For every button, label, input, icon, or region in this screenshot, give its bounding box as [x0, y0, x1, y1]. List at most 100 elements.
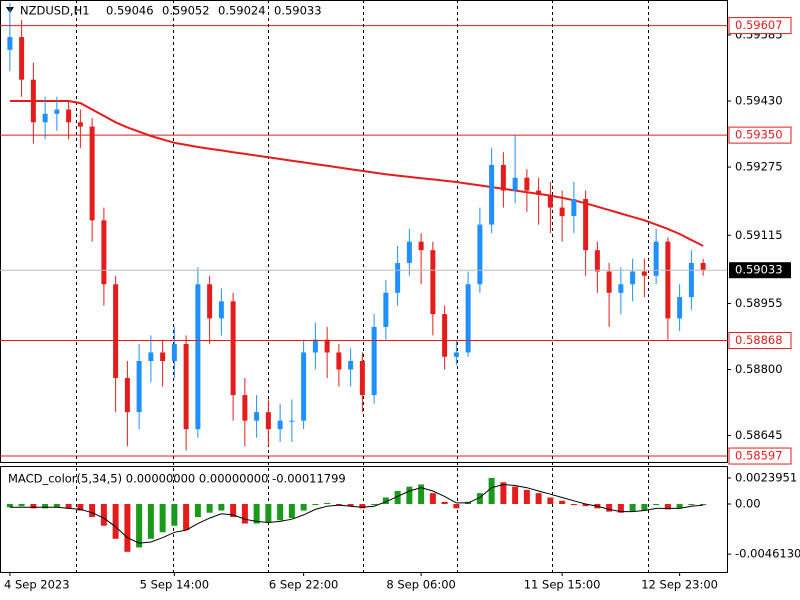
indicator-label: MACD_color(5,34,5) 0.00000000 0.00000000…: [8, 472, 346, 486]
ohlc-value: 0.59033: [274, 4, 322, 18]
candle-body: [559, 207, 565, 217]
x-tick-label: 6 Sep 22:00: [269, 578, 338, 592]
candle-body: [77, 122, 83, 127]
macd-bar: [406, 486, 413, 505]
x-tick-label: 11 Sep 15:00: [524, 578, 601, 592]
macd-bar: [253, 504, 260, 524]
candle-body: [583, 199, 589, 251]
macd-bar: [18, 504, 25, 507]
candle-body: [324, 339, 330, 353]
macd-bar: [676, 504, 683, 509]
macd-bar: [371, 504, 378, 506]
y-tick-label: 0.59430: [735, 94, 783, 108]
macd-bar: [265, 504, 272, 523]
level-label: 0.59350: [735, 128, 783, 142]
candle-body: [301, 352, 307, 421]
candle-body: [406, 241, 412, 263]
macd-bar: [312, 504, 319, 506]
macd-bar: [664, 504, 671, 510]
level-box: [728, 447, 792, 465]
macd-bar: [512, 486, 519, 505]
macd-bar: [241, 504, 248, 524]
x-tick-label: 12 Sep 23:00: [641, 578, 718, 592]
macd-bar: [476, 493, 483, 505]
candle-body: [700, 262, 706, 271]
candle-body: [195, 284, 201, 430]
candle-body: [371, 326, 377, 396]
macd-bar: [535, 493, 542, 505]
level-label: 0.58868: [735, 333, 783, 347]
current-price-box: [729, 262, 791, 279]
macd-bar: [418, 484, 425, 505]
candle-body: [442, 314, 448, 357]
candle-body: [430, 250, 436, 315]
macd-bar: [89, 504, 96, 518]
candle-body: [101, 220, 107, 285]
candle-body: [183, 343, 189, 430]
candle-body: [348, 360, 354, 370]
candle-body: [547, 194, 553, 208]
macd-bar: [617, 504, 624, 513]
candle-body: [383, 292, 389, 327]
candle-body: [66, 109, 72, 123]
candle-body: [7, 37, 13, 50]
candle-body: [289, 420, 295, 422]
macd-bar: [206, 504, 213, 513]
level-label: 0.59607: [735, 18, 783, 32]
macd-bar: [488, 477, 495, 505]
candle-body: [453, 352, 459, 357]
macd-bar: [288, 504, 295, 519]
candle-body: [148, 352, 154, 361]
macd-bar: [359, 504, 366, 509]
candle-body: [54, 109, 60, 114]
macd-bar: [147, 504, 154, 539]
candle-body: [489, 164, 495, 225]
macd-bar: [218, 504, 225, 511]
candle-body: [42, 113, 48, 123]
candle-body: [665, 241, 671, 319]
candle-body: [254, 412, 260, 421]
candle-body: [89, 126, 95, 221]
candle-body: [277, 420, 283, 430]
macd-bar: [441, 501, 448, 505]
macd-bar: [171, 504, 178, 526]
macd-bar: [300, 504, 307, 511]
macd-bar: [347, 504, 354, 507]
macd-bar: [53, 504, 60, 508]
x-tick-label: 5 Sep 14:00: [140, 578, 209, 592]
candle-body: [30, 79, 36, 123]
candle-body: [618, 284, 624, 293]
y2-tick-label: -0.0046130: [735, 547, 800, 561]
candle-body: [124, 378, 130, 413]
macd-bar: [183, 504, 190, 531]
candle-body: [265, 412, 271, 430]
macd-bar: [112, 504, 119, 539]
macd-bar: [641, 504, 648, 511]
macd-bar: [194, 504, 201, 518]
candle-body: [19, 37, 25, 80]
candle-body: [606, 271, 612, 293]
y2-tick-label: 0.0023951: [735, 470, 797, 484]
candle-body: [524, 177, 530, 191]
candle-body: [218, 301, 224, 319]
macd-bar: [42, 504, 49, 509]
macd-bar: [500, 482, 507, 505]
level-box: [728, 17, 792, 35]
candle-body: [536, 190, 542, 195]
candle-body: [641, 271, 647, 276]
macd-bar: [700, 504, 707, 506]
candle-body: [594, 250, 600, 272]
macd-bar: [570, 504, 577, 506]
candle-body: [230, 301, 236, 396]
macd-bar: [688, 504, 695, 506]
level-box: [728, 332, 792, 350]
candle-body: [136, 360, 142, 413]
macd-bar: [394, 490, 401, 505]
signal-line: [9, 483, 704, 544]
symbol: NZDUSD,H1: [20, 4, 90, 18]
candle-body: [500, 164, 506, 191]
candle-body: [359, 360, 365, 396]
level-box: [728, 126, 792, 144]
candle-body: [242, 395, 248, 421]
macd-bar: [324, 502, 331, 505]
